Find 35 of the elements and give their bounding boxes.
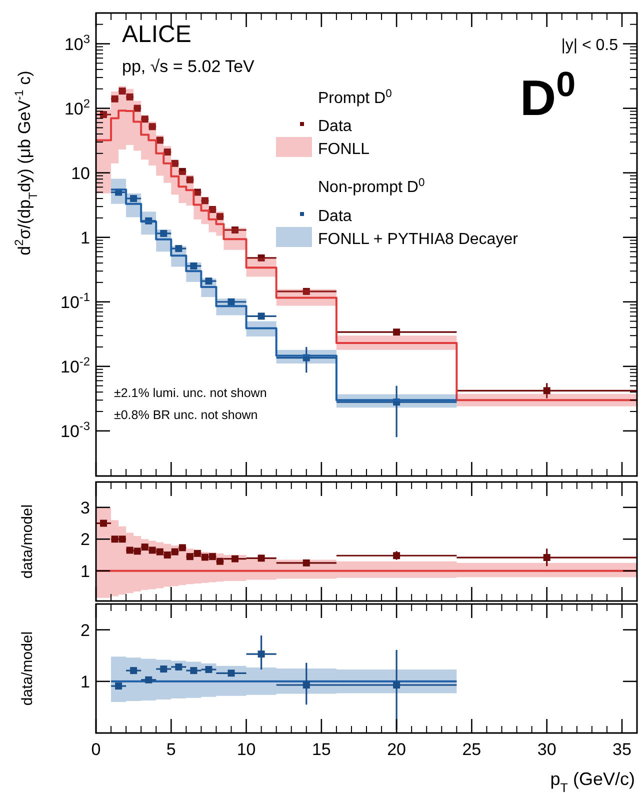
legend-label: Data <box>318 208 352 225</box>
annotation: ALICE <box>122 21 192 48</box>
y-tick-label: 1 <box>80 562 90 581</box>
x-axis-title: p$_{T}$ (GeV/c) <box>550 769 635 793</box>
y-tick-label: 10$^{2}$ <box>64 96 90 118</box>
annotation: Prompt D$^{0}$ <box>318 88 392 107</box>
y-tick-label: 10 <box>71 164 90 183</box>
y-tick-label: 10$^{-2}$ <box>60 354 90 376</box>
y-tick-label: 2 <box>80 620 90 640</box>
y-axis-title: data/model <box>19 504 36 579</box>
x-tick-label: 15 <box>312 740 331 759</box>
y-axis-title: data/model <box>19 631 36 706</box>
annotation: ±0.8% BR unc. not shown <box>114 408 258 422</box>
x-tick-label: 35 <box>612 740 632 759</box>
legend-label: FONLL <box>318 141 370 158</box>
x-tick-label: 5 <box>166 740 176 759</box>
legend-label: FONLL + PYTHIA8 Decayer <box>318 231 519 248</box>
y-tick-label: 3 <box>80 498 90 518</box>
y-tick-label: 10$^{-3}$ <box>60 418 90 441</box>
annotation: |y| < 0.5 <box>561 37 618 54</box>
y-tick-label: 10$^{3}$ <box>64 32 90 54</box>
y-tick-label: 10$^{-1}$ <box>60 290 90 312</box>
y-tick-label: 1 <box>80 228 90 248</box>
x-tick-label: 0 <box>91 740 101 759</box>
annotation: pp, √s = 5.02 TeV <box>122 57 256 76</box>
x-tick-label: 20 <box>387 740 406 759</box>
y-tick-label: 1 <box>80 672 90 692</box>
x-tick-label: 10 <box>236 740 256 759</box>
y-tick-label: 2 <box>80 530 90 550</box>
x-tick-label: 25 <box>462 740 482 759</box>
annotation: D$^{0}$ <box>520 64 576 126</box>
x-tick-label: 30 <box>537 740 556 759</box>
annotation: ±2.1% lumi. unc. not shown <box>114 386 267 400</box>
legend-label: Data <box>318 118 352 135</box>
annotation: Non-prompt D$^{0}$ <box>318 177 425 196</box>
